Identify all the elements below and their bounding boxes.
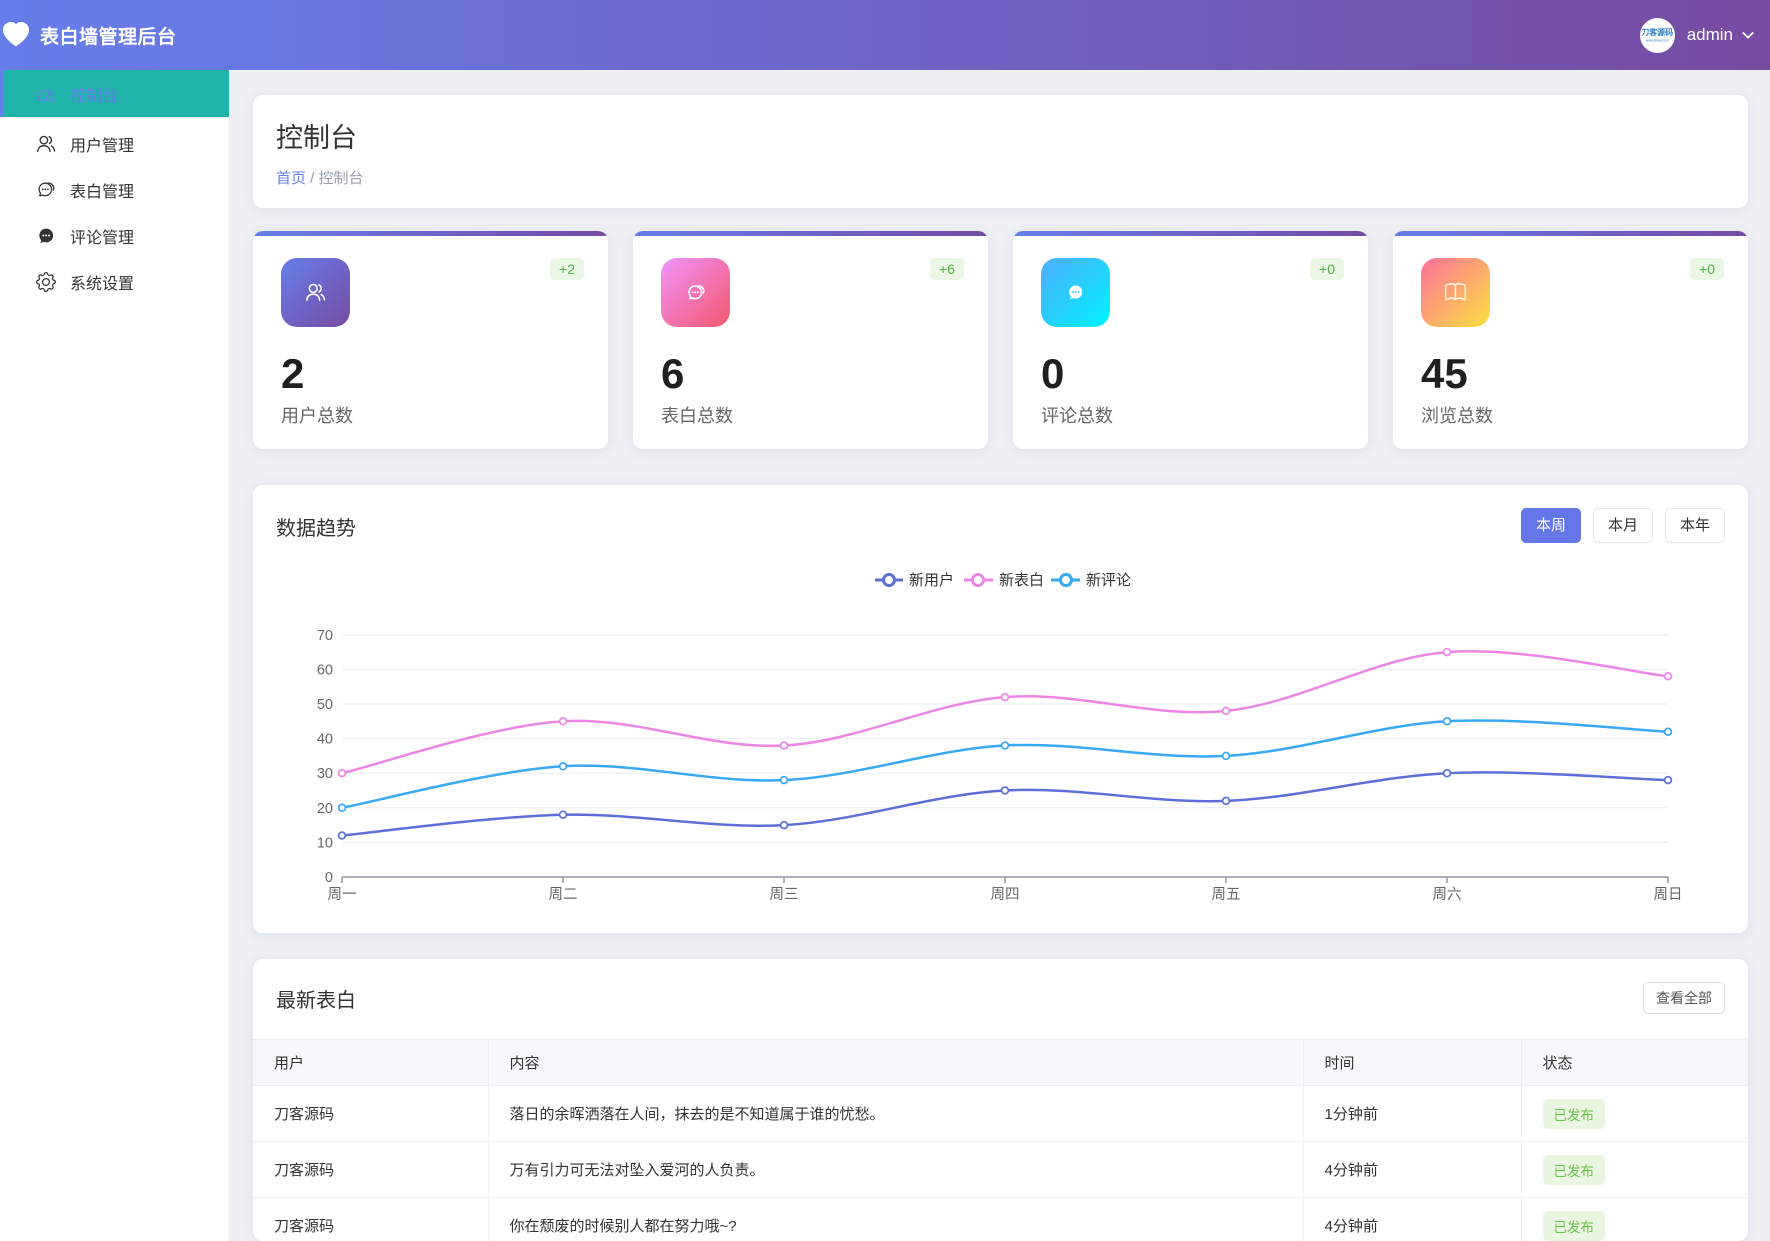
svg-text:新评论: 新评论 [1086, 572, 1131, 589]
svg-text:周四: 周四 [991, 887, 1020, 903]
svg-text:70: 70 [317, 628, 333, 644]
svg-text:30: 30 [317, 766, 333, 782]
svg-text:20: 20 [317, 801, 333, 817]
svg-text:50: 50 [317, 697, 333, 713]
svg-text:周一: 周一 [328, 887, 357, 903]
svg-text:周五: 周五 [1212, 887, 1241, 903]
svg-text:0: 0 [325, 870, 333, 886]
svg-text:周日: 周日 [1654, 887, 1683, 903]
svg-text:周六: 周六 [1433, 886, 1462, 903]
svg-text:周二: 周二 [549, 887, 578, 903]
svg-text:60: 60 [317, 662, 333, 678]
svg-text:周三: 周三 [770, 887, 799, 903]
svg-text:10: 10 [317, 835, 333, 851]
svg-text:新表白: 新表白 [999, 572, 1044, 589]
svg-text:新用户: 新用户 [909, 572, 954, 589]
svg-text:40: 40 [317, 732, 333, 748]
